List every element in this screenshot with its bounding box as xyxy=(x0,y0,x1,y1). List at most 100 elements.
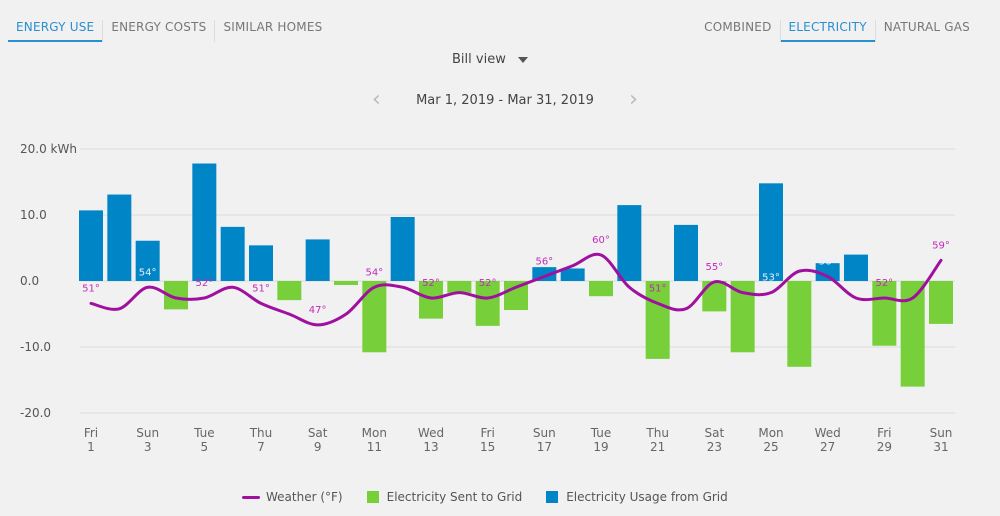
weather-label: 55° xyxy=(705,262,723,273)
fuel-tabs: COMBINED ELECTRICITY NATURAL GAS xyxy=(696,20,978,42)
x-tick-date: 31 xyxy=(933,440,948,454)
sent-bar xyxy=(475,281,500,326)
chart-legend: Weather (°F) Electricity Sent to Grid El… xyxy=(242,490,752,504)
x-tick-date: 17 xyxy=(537,440,552,454)
sent-bar xyxy=(787,281,812,367)
usage-bar xyxy=(815,263,840,281)
sent-bar xyxy=(334,281,358,285)
sent-bar xyxy=(702,281,727,312)
x-tick-date: 3 xyxy=(144,440,152,454)
sent-bar xyxy=(447,281,472,293)
view-dropdown[interactable]: Bill view xyxy=(452,52,528,67)
weather-label: 52° xyxy=(479,278,497,289)
weather-label: 52° xyxy=(195,278,213,289)
sent-bar xyxy=(419,281,443,319)
sent-bar xyxy=(929,281,953,324)
weather-label: 52° xyxy=(422,278,440,289)
weather-label: 59° xyxy=(932,240,950,251)
y-tick-label: -20.0 xyxy=(20,406,51,420)
y-tick-label: -10.0 xyxy=(20,340,51,354)
x-tick-weekday: Sun xyxy=(136,426,159,440)
usage-bar xyxy=(79,210,103,281)
x-tick-weekday: Mon xyxy=(758,426,783,440)
x-tick-weekday: Fri xyxy=(877,426,891,440)
usage-bar xyxy=(107,194,132,281)
sent-bar xyxy=(589,281,613,297)
usage-bar xyxy=(617,205,642,281)
sent-bar xyxy=(362,281,387,353)
usage-bar xyxy=(220,226,245,281)
sent-bar xyxy=(277,281,302,301)
usage-swatch xyxy=(546,491,559,503)
x-tick-weekday: Sat xyxy=(308,426,328,440)
x-tick-weekday: Fri xyxy=(84,426,98,440)
usage-bar xyxy=(249,245,273,281)
view-dropdown-label: Bill view xyxy=(452,52,506,67)
x-tick-date: 5 xyxy=(201,440,209,454)
date-range-label: Mar 1, 2019 - Mar 31, 2019 xyxy=(416,92,594,108)
view-tabs: ENERGY USE ENERGY COSTS SIMILAR HOMES xyxy=(8,20,330,42)
x-tick-weekday: Tue xyxy=(590,426,612,440)
weather-line-swatch xyxy=(242,495,260,499)
x-tick-date: 9 xyxy=(314,440,322,454)
legend-label: Electricity Usage from Grid xyxy=(566,490,728,504)
tab-electricity[interactable]: ELECTRICITY xyxy=(781,20,876,42)
y-tick-label: 0.0 xyxy=(20,274,39,288)
x-tick-date: 11 xyxy=(367,440,382,454)
legend-label: Electricity Sent to Grid xyxy=(386,490,523,504)
legend-label: Weather (°F) xyxy=(266,490,343,504)
legend-weather[interactable]: Weather (°F) xyxy=(242,490,343,504)
tab-natural-gas[interactable]: NATURAL GAS xyxy=(883,20,970,34)
x-tick-date: 21 xyxy=(650,440,665,454)
weather-label: 56° xyxy=(535,257,553,268)
usage-bar xyxy=(674,224,698,281)
usage-bar xyxy=(844,254,868,281)
weather-label: 52° xyxy=(875,278,893,289)
usage-bar xyxy=(390,216,415,281)
x-tick-date: 7 xyxy=(257,440,265,454)
x-tick-weekday: Fri xyxy=(481,426,495,440)
tab-combined[interactable]: COMBINED xyxy=(696,20,781,42)
tab-similar-homes[interactable]: SIMILAR HOMES xyxy=(223,20,323,34)
x-tick-date: 13 xyxy=(423,440,438,454)
weather-line xyxy=(89,252,943,327)
weather-label: 51° xyxy=(252,283,270,294)
x-tick-weekday: Sun xyxy=(533,426,556,440)
x-tick-date: 25 xyxy=(763,440,778,454)
x-tick-date: 23 xyxy=(707,440,722,454)
sent-bar xyxy=(872,281,897,346)
usage-bar xyxy=(192,163,217,281)
x-tick-weekday: Mon xyxy=(362,426,387,440)
legend-usage-from-grid[interactable]: Electricity Usage from Grid xyxy=(546,490,728,504)
x-tick-weekday: Sun xyxy=(930,426,953,440)
x-tick-date: 1 xyxy=(87,440,95,454)
weather-label: 54° xyxy=(365,267,383,278)
y-tick-label: 20.0 kWh xyxy=(20,142,77,156)
date-navigator: ‹ Mar 1, 2019 - Mar 31, 2019 › xyxy=(372,87,638,112)
chevron-right-icon[interactable]: › xyxy=(629,87,638,112)
usage-bar xyxy=(135,240,160,281)
tab-energy-costs[interactable]: ENERGY COSTS xyxy=(103,20,216,42)
caret-down-icon xyxy=(517,56,528,63)
x-tick-date: 27 xyxy=(820,440,835,454)
weather-label: 53° xyxy=(762,273,780,284)
weather-label: 47° xyxy=(309,305,327,316)
x-tick-date: 19 xyxy=(593,440,608,454)
legend-sent-to-grid[interactable]: Electricity Sent to Grid xyxy=(366,490,523,504)
usage-bar xyxy=(560,268,585,281)
usage-bar xyxy=(305,239,330,281)
tab-energy-use[interactable]: ENERGY USE xyxy=(8,20,104,42)
weather-label: 60° xyxy=(592,235,610,246)
chevron-left-icon[interactable]: ‹ xyxy=(372,87,381,112)
x-tick-weekday: Tue xyxy=(193,426,215,440)
x-tick-weekday: Thu xyxy=(249,426,273,440)
usage-bar xyxy=(759,183,783,281)
weather-label: 51° xyxy=(649,283,667,294)
weather-label: 51° xyxy=(82,283,100,294)
weather-label: 54° xyxy=(139,267,157,278)
x-tick-date: 29 xyxy=(877,440,892,454)
x-tick-weekday: Wed xyxy=(815,426,841,440)
x-tick-weekday: Sat xyxy=(704,426,724,440)
sent-bar xyxy=(645,281,670,359)
y-tick-label: 10.0 xyxy=(20,208,47,222)
